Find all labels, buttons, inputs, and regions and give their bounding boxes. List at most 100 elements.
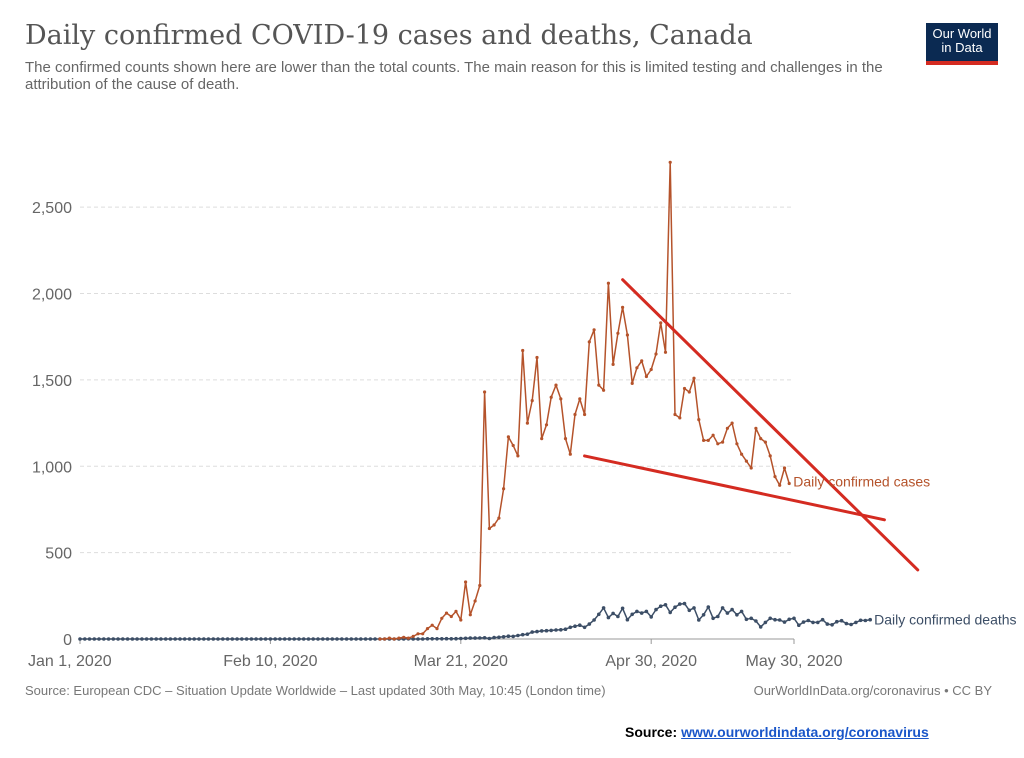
data-point [97,637,101,641]
data-point [378,637,382,641]
data-point [416,632,420,636]
data-point [578,397,582,401]
data-point [649,367,653,372]
data-point [421,632,425,636]
bottom-source-label: Source: [625,724,678,740]
y-tick-label: 1,500 [32,373,72,390]
data-point [663,350,668,354]
data-point [244,637,249,641]
y-tick-label: 1,000 [32,459,72,476]
data-point [778,483,782,487]
data-point [487,526,491,531]
data-point [644,374,649,379]
data-point [240,637,244,641]
y-tick-label: 500 [45,546,72,563]
chart-title: Daily confirmed COVID-19 cases and death… [25,20,753,51]
cases-series [378,160,791,641]
data-point [773,475,777,479]
data-point [530,399,534,403]
data-point [768,454,772,458]
data-point [611,362,615,366]
data-point [259,637,263,641]
data-point [625,617,630,622]
owid-logo[interactable]: Our World in Data [926,23,998,65]
data-point [230,637,235,641]
data-point [563,437,568,441]
data-point [787,481,791,486]
data-point [482,636,487,640]
data-point [716,442,720,446]
x-tick-label: Mar 21, 2020 [414,653,508,670]
data-point [592,618,596,622]
data-point [192,637,196,641]
data-point [420,637,425,641]
data-point [687,608,692,613]
data-point [178,637,182,641]
grid-layer [79,206,795,644]
data-point [335,637,339,641]
data-point [702,438,706,442]
data-point [644,609,649,614]
data-point [583,412,587,417]
data-point [182,637,187,641]
data-point [597,383,601,387]
data-point [102,637,106,641]
data-point [754,426,758,430]
data-point [506,435,510,439]
data-point [92,637,97,641]
chart-svg: 0 500 1,000 1,500 2,000 2,500 Jan 1, 2020 Feb 1… [28,160,1017,670]
data-point [692,606,696,610]
data-point [658,604,663,608]
data-point [763,440,768,444]
data-point [464,580,468,584]
data-point [606,281,611,285]
data-point [573,624,577,628]
credit-link[interactable]: OurWorldInData.org/coronavirus • CC BY [753,683,992,698]
data-point [287,637,292,641]
data-point [492,635,496,640]
data-point [116,637,120,641]
data-point [454,636,458,641]
bottom-source-link[interactable]: www.ourworldindata.org/coronavirus [681,724,929,740]
data-point [344,637,349,641]
data-point [330,637,335,641]
data-point [473,599,477,603]
data-point [197,637,201,641]
data-point [782,466,787,470]
data-point [777,618,782,622]
data-point [440,616,444,620]
data-point [711,433,715,437]
data-point [659,321,663,325]
data-point [635,366,639,370]
data-point [654,352,658,356]
data-point [630,612,634,617]
data-point [801,620,806,624]
data-point [544,628,549,633]
data-point [87,637,92,641]
data-point [711,616,715,621]
data-point [506,634,511,638]
data-point [397,636,401,640]
data-point [697,618,701,622]
data-point [525,632,530,636]
data-point [768,616,772,621]
data-point [121,637,125,641]
data-point [597,612,601,617]
data-point [539,629,544,633]
data-point [449,614,453,619]
data-point [578,623,582,627]
data-point [511,634,515,639]
data-point [863,618,868,623]
data-point [497,516,501,520]
data-point [787,617,791,622]
data-point [263,637,268,641]
data-point [678,416,682,420]
data-point [468,636,473,640]
logo-line-2: in Data [941,40,983,55]
data-point [78,637,82,641]
x-tick-label: May 30, 2020 [746,653,843,670]
data-point [640,359,644,363]
data-point [173,637,177,641]
data-point [735,442,739,446]
data-point [758,625,763,629]
